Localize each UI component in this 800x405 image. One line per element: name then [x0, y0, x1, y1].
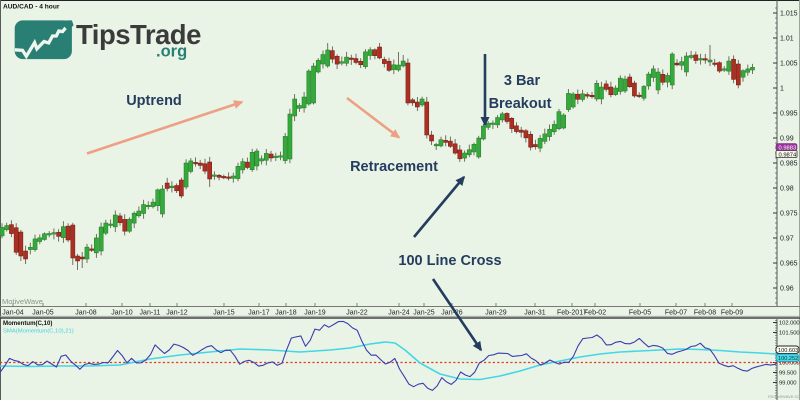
svg-text:Jan-29: Jan-29: [485, 310, 507, 317]
svg-text:0.9883: 0.9883: [779, 145, 797, 151]
svg-text:99.000: 99.000: [779, 381, 797, 387]
svg-text:Jan-05: Jan-05: [32, 310, 54, 317]
svg-text:Jan-04: Jan-04: [2, 310, 24, 317]
svg-text:1.015: 1.015: [780, 11, 798, 18]
svg-text:0.965: 0.965: [780, 261, 798, 268]
svg-text:Jan-22: Jan-22: [346, 310, 368, 317]
svg-text:Jan-24: Jan-24: [388, 310, 410, 317]
svg-text:3 Bar: 3 Bar: [504, 73, 541, 89]
svg-text:Jan-19: Jan-19: [304, 310, 326, 317]
svg-text:Jan-15: Jan-15: [213, 310, 235, 317]
svg-text:Retracement: Retracement: [350, 159, 438, 175]
svg-text:Momentum(C,10): Momentum(C,10): [3, 320, 52, 327]
svg-text:Feb-05: Feb-05: [629, 310, 651, 317]
svg-text:SMA(Momentum(C,10),21): SMA(Momentum(C,10),21): [3, 329, 74, 335]
svg-text:0.97: 0.97: [780, 236, 794, 243]
svg-text:Feb-2017: Feb-2017: [557, 310, 587, 317]
svg-text:Feb-09: Feb-09: [721, 310, 743, 317]
svg-text:102.000: 102.000: [779, 321, 800, 327]
svg-text:0.975: 0.975: [780, 211, 798, 218]
svg-text:Breakout: Breakout: [489, 96, 552, 112]
svg-text:1.005: 1.005: [780, 61, 798, 68]
svg-text:0.9874: 0.9874: [779, 152, 798, 158]
svg-text:0.96: 0.96: [780, 286, 794, 293]
svg-text:Jan-25: Jan-25: [413, 310, 435, 317]
svg-text:101.500: 101.500: [779, 331, 800, 337]
svg-text:motivewave.com: motivewave.com: [768, 394, 800, 400]
svg-text:100.603: 100.603: [778, 348, 798, 354]
svg-text:Jan-10: Jan-10: [111, 310, 133, 317]
svg-text:Jan-17: Jan-17: [248, 310, 270, 317]
svg-text:Jan-12: Jan-12: [166, 310, 188, 317]
svg-text:100.000: 100.000: [779, 361, 800, 367]
svg-text:Jan-18: Jan-18: [275, 310, 297, 317]
svg-text:0.99: 0.99: [780, 136, 794, 143]
svg-text:Jan-08: Jan-08: [75, 310, 97, 317]
svg-text:.org: .org: [156, 43, 187, 61]
svg-text:Feb-08: Feb-08: [694, 310, 716, 317]
svg-text:0.985: 0.985: [780, 161, 798, 168]
svg-text:TipsTrade: TipsTrade: [76, 19, 201, 50]
svg-text:1: 1: [780, 86, 784, 93]
svg-text:Jan-26: Jan-26: [441, 310, 463, 317]
svg-text:Uptrend: Uptrend: [126, 93, 182, 109]
svg-text:100.252: 100.252: [778, 356, 798, 362]
svg-text:0.995: 0.995: [780, 111, 798, 118]
svg-text:Feb-07: Feb-07: [665, 310, 687, 317]
svg-text:0.98: 0.98: [780, 186, 794, 193]
svg-text:Jan-31: Jan-31: [524, 310, 546, 317]
svg-text:100 Line Cross: 100 Line Cross: [398, 253, 501, 269]
svg-text:MotiveWave: MotiveWave: [2, 297, 43, 306]
svg-text:1.01: 1.01: [780, 36, 794, 43]
svg-text:99.500: 99.500: [779, 371, 797, 377]
svg-text:AUD/CAD - 4 hour: AUD/CAD - 4 hour: [3, 4, 60, 11]
svg-text:Jan-11: Jan-11: [140, 310, 161, 317]
svg-text:Feb-02: Feb-02: [584, 310, 606, 317]
